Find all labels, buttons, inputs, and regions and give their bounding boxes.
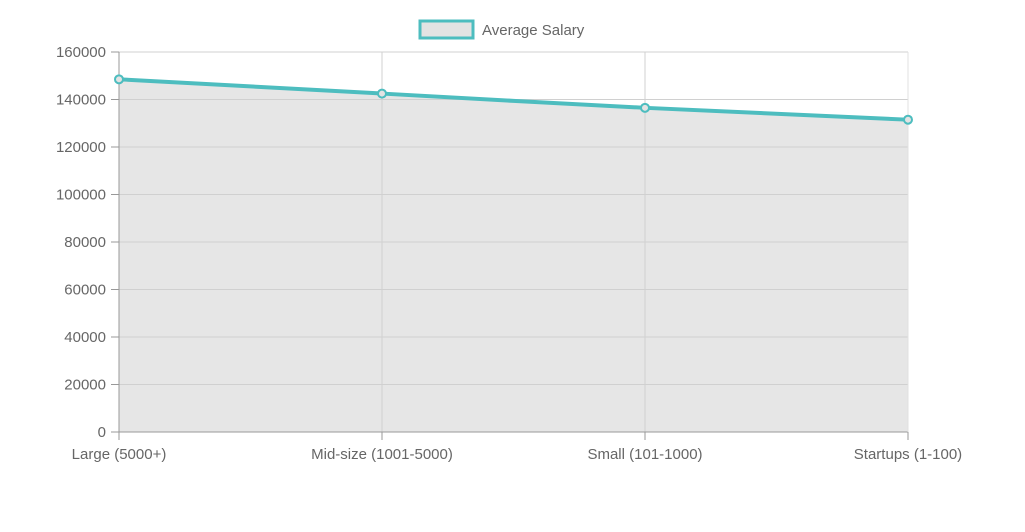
y-tick-label: 0 bbox=[98, 424, 106, 441]
y-tick-label: 120000 bbox=[56, 139, 106, 156]
x-tick-label: Startups (1-100) bbox=[854, 446, 962, 463]
legend-swatch bbox=[418, 19, 475, 40]
x-tick-label: Mid-size (1001-5000) bbox=[311, 446, 453, 463]
x-axis-ticks: Large (5000+) Mid-size (1001-5000) Small (… bbox=[72, 432, 962, 463]
data-point[interactable] bbox=[114, 74, 124, 85]
legend[interactable]: Average Salary bbox=[418, 19, 585, 40]
y-tick-label: 20000 bbox=[64, 377, 106, 394]
y-tick-label: 60000 bbox=[64, 282, 106, 299]
data-point[interactable] bbox=[640, 102, 650, 113]
data-point[interactable] bbox=[377, 88, 387, 99]
y-tick-label: 80000 bbox=[64, 234, 106, 251]
area-layer bbox=[118, 51, 909, 433]
y-tick-label: 140000 bbox=[56, 92, 106, 109]
x-tick-label: Small (101-1000) bbox=[587, 446, 702, 463]
y-tick-label: 100000 bbox=[56, 187, 106, 204]
y-tick-label: 160000 bbox=[56, 44, 106, 61]
series-line bbox=[118, 77, 909, 122]
data-point[interactable] bbox=[903, 114, 913, 125]
y-axis-ticks: 0 20000 40000 60000 80000 100000 120000 140000 1… bbox=[56, 44, 119, 441]
series-area bbox=[119, 79, 908, 432]
y-tick-label: 40000 bbox=[64, 329, 106, 346]
data-points bbox=[114, 74, 913, 125]
legend-label: Average Salary bbox=[482, 22, 585, 39]
x-tick-label: Large (5000+) bbox=[72, 446, 167, 463]
